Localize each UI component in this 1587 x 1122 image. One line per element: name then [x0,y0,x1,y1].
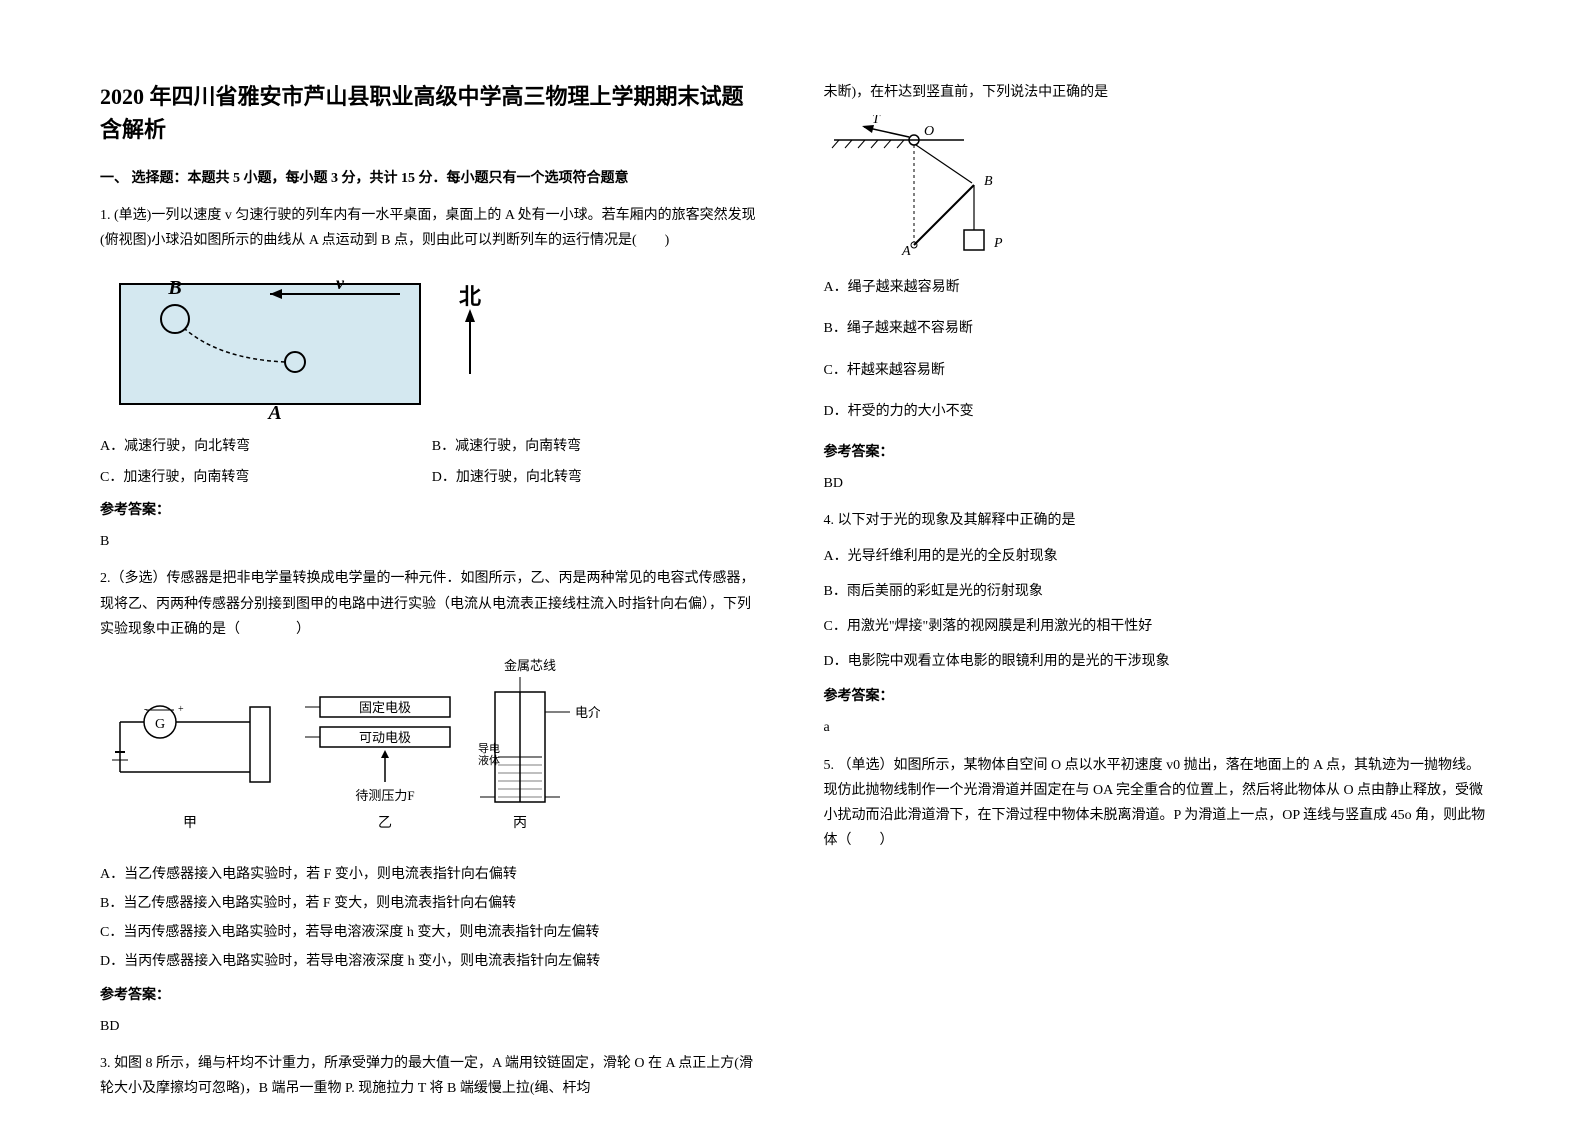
q5-text: 5. （单选）如图所示，某物体自空间 O 点以水平初速度 v0 抛出，落在地面上… [824,753,1488,854]
q1-diagram: B A v 北 [100,264,764,424]
q4-answer-label: 参考答案： [824,684,1488,709]
svg-text:B: B [984,174,993,189]
section-header: 一、 选择题：本题共 5 小题，每小题 3 分，共计 15 分．每小题只有一个选… [100,166,764,191]
q3-text2: 未断)，在杆达到竖直前，下列说法中正确的是 [824,80,1488,105]
q2-optC: C．当丙传感器接入电路实验时，若导电溶液深度 h 变大，则电流表指针向左偏转 [100,920,764,945]
q2-diagram: G - + 甲 固定电极 [100,652,764,852]
question-2: 2.（多选）传感器是把非电学量转换成电学量的一种元件．如图所示，乙、丙是两种常见… [100,566,764,1039]
q1-optC: C．加速行驶，向南转弯 [100,465,432,490]
svg-text:甲: 甲 [183,816,197,831]
q3-text: 3. 如图 8 所示，绳与杆均不计重力，所承受弹力的最大值一定，A 端用铰链固定… [100,1051,764,1101]
svg-text:G: G [155,717,165,732]
q4-optC: C．用激光"焊接"剥落的视网膜是利用激光的相干性好 [824,614,1488,639]
svg-text:T: T [872,115,881,127]
q1-options-row1: A．减速行驶，向北转弯 B．减速行驶，向南转弯 [100,434,764,459]
svg-text:电介质: 电介质 [575,705,600,720]
svg-text:B: B [167,277,181,299]
q3-answer-label: 参考答案： [824,440,1488,465]
q1-answer: B [100,529,764,554]
svg-text:A: A [266,402,281,424]
question-3-part2: 未断)，在杆达到竖直前，下列说法中正确的是 O [824,80,1488,496]
q2-optD: D．当丙传感器接入电路实验时，若导电溶液深度 h 变小，则电流表指针向左偏转 [100,949,764,974]
q1-options-row2: C．加速行驶，向南转弯 D．加速行驶，向北转弯 [100,465,764,490]
question-1: 1. (单选)一列以速度 v 匀速行驶的列车内有一水平桌面，桌面上的 A 处有一… [100,203,764,554]
q3-optA: A．绳子越来越容易断 [824,275,1488,300]
svg-text:金属芯线: 金属芯线 [504,658,556,673]
q4-optA: A．光导纤维利用的是光的全反射现象 [824,544,1488,569]
question-4: 4. 以下对于光的现象及其解释中正确的是 A．光导纤维利用的是光的全反射现象 B… [824,508,1488,740]
svg-text:可动电极: 可动电极 [359,730,411,745]
exam-title: 2020 年四川省雅安市芦山县职业高级中学高三物理上学期期末试题含解析 [100,80,764,146]
svg-text:北: 北 [459,284,481,309]
q2-optA: A．当乙传感器接入电路实验时，若 F 变小，则电流表指针向右偏转 [100,862,764,887]
svg-text:A: A [901,244,911,259]
svg-text:导电: 导电 [478,742,500,755]
q1-answer-label: 参考答案： [100,498,764,523]
svg-text:+: + [178,704,184,715]
right-column: 未断)，在杆达到竖直前，下列说法中正确的是 O [824,80,1488,1111]
q2-optB: B．当乙传感器接入电路实验时，若 F 变大，则电流表指针向右偏转 [100,891,764,916]
svg-text:O: O [924,124,934,139]
svg-text:待测压力F: 待测压力F [355,788,414,803]
left-column: 2020 年四川省雅安市芦山县职业高级中学高三物理上学期期末试题含解析 一、 选… [100,80,764,1111]
q1-optB: B．减速行驶，向南转弯 [432,434,764,459]
q1-optD: D．加速行驶，向北转弯 [432,465,764,490]
svg-text:液体: 液体 [478,753,500,767]
q3-optD: D．杆受的力的大小不变 [824,399,1488,424]
q2-text: 2.（多选）传感器是把非电学量转换成电学量的一种元件．如图所示，乙、丙是两种常见… [100,566,764,642]
q4-answer: a [824,715,1488,740]
question-3-part1: 3. 如图 8 所示，绳与杆均不计重力，所承受弹力的最大值一定，A 端用铰链固定… [100,1051,764,1101]
q2-answer-label: 参考答案： [100,983,764,1008]
svg-text:乙: 乙 [378,815,392,831]
q4-text: 4. 以下对于光的现象及其解释中正确的是 [824,508,1488,533]
svg-text:-: - [144,704,147,715]
question-5: 5. （单选）如图所示，某物体自空间 O 点以水平初速度 v0 抛出，落在地面上… [824,753,1488,854]
q3-optC: C．杆越来越容易断 [824,358,1488,383]
svg-text:v: v [336,273,345,293]
q1-optA: A．减速行驶，向北转弯 [100,434,432,459]
svg-text:固定电极: 固定电极 [359,700,411,715]
page-container: 2020 年四川省雅安市芦山县职业高级中学高三物理上学期期末试题含解析 一、 选… [100,80,1487,1111]
q3-diagram: O T A B P [824,115,1488,265]
q3-optB: B．绳子越来越不容易断 [824,316,1488,341]
q4-optD: D．电影院中观看立体电影的眼镜利用的是光的干涉现象 [824,649,1488,674]
svg-text:丙: 丙 [513,816,527,831]
q2-answer: BD [100,1014,764,1039]
svg-text:P: P [993,236,1003,251]
q1-text: 1. (单选)一列以速度 v 匀速行驶的列车内有一水平桌面，桌面上的 A 处有一… [100,203,764,253]
q3-answer: BD [824,471,1488,496]
q4-optB: B．雨后美丽的彩虹是光的衍射现象 [824,579,1488,604]
